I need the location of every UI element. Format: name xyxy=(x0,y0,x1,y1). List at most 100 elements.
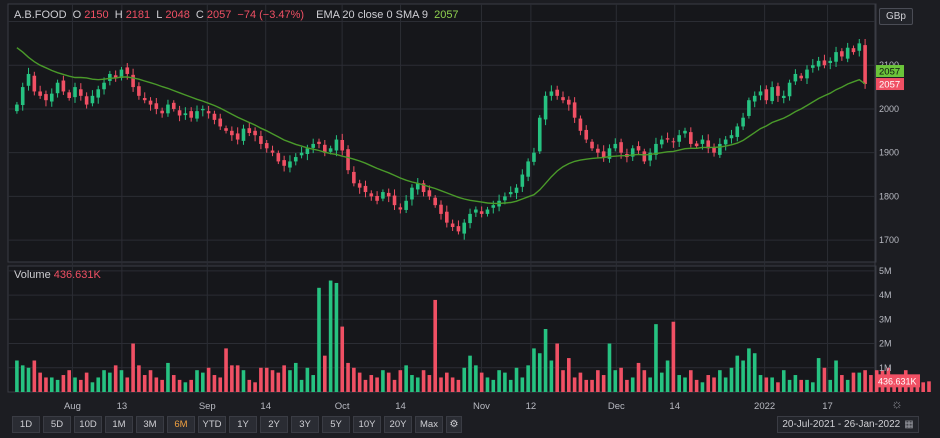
candle-body xyxy=(195,111,199,119)
volume-bar xyxy=(183,382,188,392)
timeframe-6m[interactable]: 6M xyxy=(167,416,195,433)
volume-bar xyxy=(834,360,838,392)
timeframe-1m[interactable]: 1M xyxy=(105,416,133,433)
volume-bar xyxy=(154,377,159,392)
candle-body xyxy=(828,60,833,64)
time-tick-label: 14 xyxy=(669,401,680,412)
candle-body xyxy=(119,69,124,78)
candle-body xyxy=(770,87,774,102)
time-tick-label: 14 xyxy=(260,401,271,412)
volume-bar xyxy=(735,355,740,392)
candle-body xyxy=(503,196,507,201)
candle-body xyxy=(125,67,130,74)
candle xyxy=(689,127,693,148)
candle-body xyxy=(485,209,490,214)
indicator-label: EMA 20 close 0 SMA 9 xyxy=(316,9,429,21)
candle xyxy=(659,135,664,149)
candle-body xyxy=(160,110,164,114)
time-tick-label: Dec xyxy=(608,401,625,412)
currency-selector[interactable]: GBp xyxy=(879,8,913,25)
candle xyxy=(96,85,101,104)
timeframe-3m[interactable]: 3M xyxy=(136,416,164,433)
volume-bar xyxy=(741,360,745,392)
volume-bar xyxy=(752,353,757,392)
candle xyxy=(44,90,48,107)
volume-bar xyxy=(119,370,124,392)
candle-body xyxy=(555,89,559,96)
candle xyxy=(84,92,89,109)
volume-bar xyxy=(137,365,141,392)
volume-bar xyxy=(694,379,699,392)
volume-tag-text: 436.631K xyxy=(878,376,917,386)
candle-body xyxy=(450,223,455,228)
candle-body xyxy=(677,135,681,142)
candle xyxy=(404,195,408,214)
settings-icon[interactable]: ☼ xyxy=(891,396,903,411)
candle-body xyxy=(415,183,420,190)
candle xyxy=(253,127,257,142)
volume-bar xyxy=(532,348,536,392)
candle-body xyxy=(706,140,711,149)
timeframe-max[interactable]: Max xyxy=(415,416,443,433)
timeframe-3y[interactable]: 3Y xyxy=(291,416,319,433)
volume-bar xyxy=(44,377,48,392)
candle xyxy=(683,127,687,138)
candle-body xyxy=(776,86,780,96)
candle xyxy=(357,179,362,194)
candle xyxy=(642,148,647,165)
timeframe-2y[interactable]: 2Y xyxy=(260,416,288,433)
volume-tag: 436.631K xyxy=(876,374,920,388)
candle xyxy=(549,85,554,101)
candle xyxy=(102,77,106,95)
volume-bar xyxy=(125,377,130,392)
candle-body xyxy=(253,130,257,136)
last-price-tag-bg xyxy=(876,78,904,91)
candle xyxy=(514,184,519,200)
time-tick-label: 13 xyxy=(117,401,128,412)
volume-bar xyxy=(253,382,257,392)
volume-bar xyxy=(73,377,77,392)
candle-body xyxy=(20,87,25,106)
volume-bar xyxy=(375,377,379,392)
candle xyxy=(770,81,774,105)
volume-bar xyxy=(816,358,821,392)
volume-bar xyxy=(61,375,66,392)
timeframe-10y[interactable]: 10Y xyxy=(353,416,381,433)
candle-body xyxy=(747,100,751,116)
candle xyxy=(729,129,734,144)
timeframe-5d[interactable]: 5D xyxy=(43,416,71,433)
timeframe-1y[interactable]: 1Y xyxy=(229,416,257,433)
timeframe-1d[interactable]: 1D xyxy=(12,416,40,433)
candle xyxy=(264,139,269,153)
date-range-picker[interactable]: 20-Jul-2021 - 26-Jan-2022 ▦ xyxy=(777,416,919,433)
volume-bar xyxy=(84,372,89,392)
timeframe-20y[interactable]: 20Y xyxy=(384,416,412,433)
volume-bar xyxy=(386,372,391,392)
volume-bar xyxy=(293,362,298,392)
volume-bar xyxy=(20,365,25,392)
candle xyxy=(712,143,716,157)
candle xyxy=(694,140,699,149)
timeframe-10d[interactable]: 10D xyxy=(74,416,102,433)
candle-body xyxy=(154,103,159,109)
volume-bar xyxy=(433,299,437,392)
candle xyxy=(241,124,246,145)
volume-bar xyxy=(822,367,827,392)
candle xyxy=(468,208,472,229)
candle-body xyxy=(811,65,815,68)
candle xyxy=(520,169,525,193)
volume-bar xyxy=(247,379,252,392)
volume-bar xyxy=(218,377,223,392)
candle xyxy=(555,85,559,100)
candle xyxy=(113,70,118,82)
volume-bar xyxy=(781,370,786,392)
volume-bar xyxy=(317,287,321,392)
candle xyxy=(654,137,658,160)
gear-icon[interactable]: ⚙ xyxy=(446,416,462,433)
candle xyxy=(433,195,437,208)
candle-body xyxy=(537,117,542,152)
timeframe-5y[interactable]: 5Y xyxy=(322,416,350,433)
candle xyxy=(340,133,345,156)
timeframe-ytd[interactable]: YTD xyxy=(198,416,226,433)
